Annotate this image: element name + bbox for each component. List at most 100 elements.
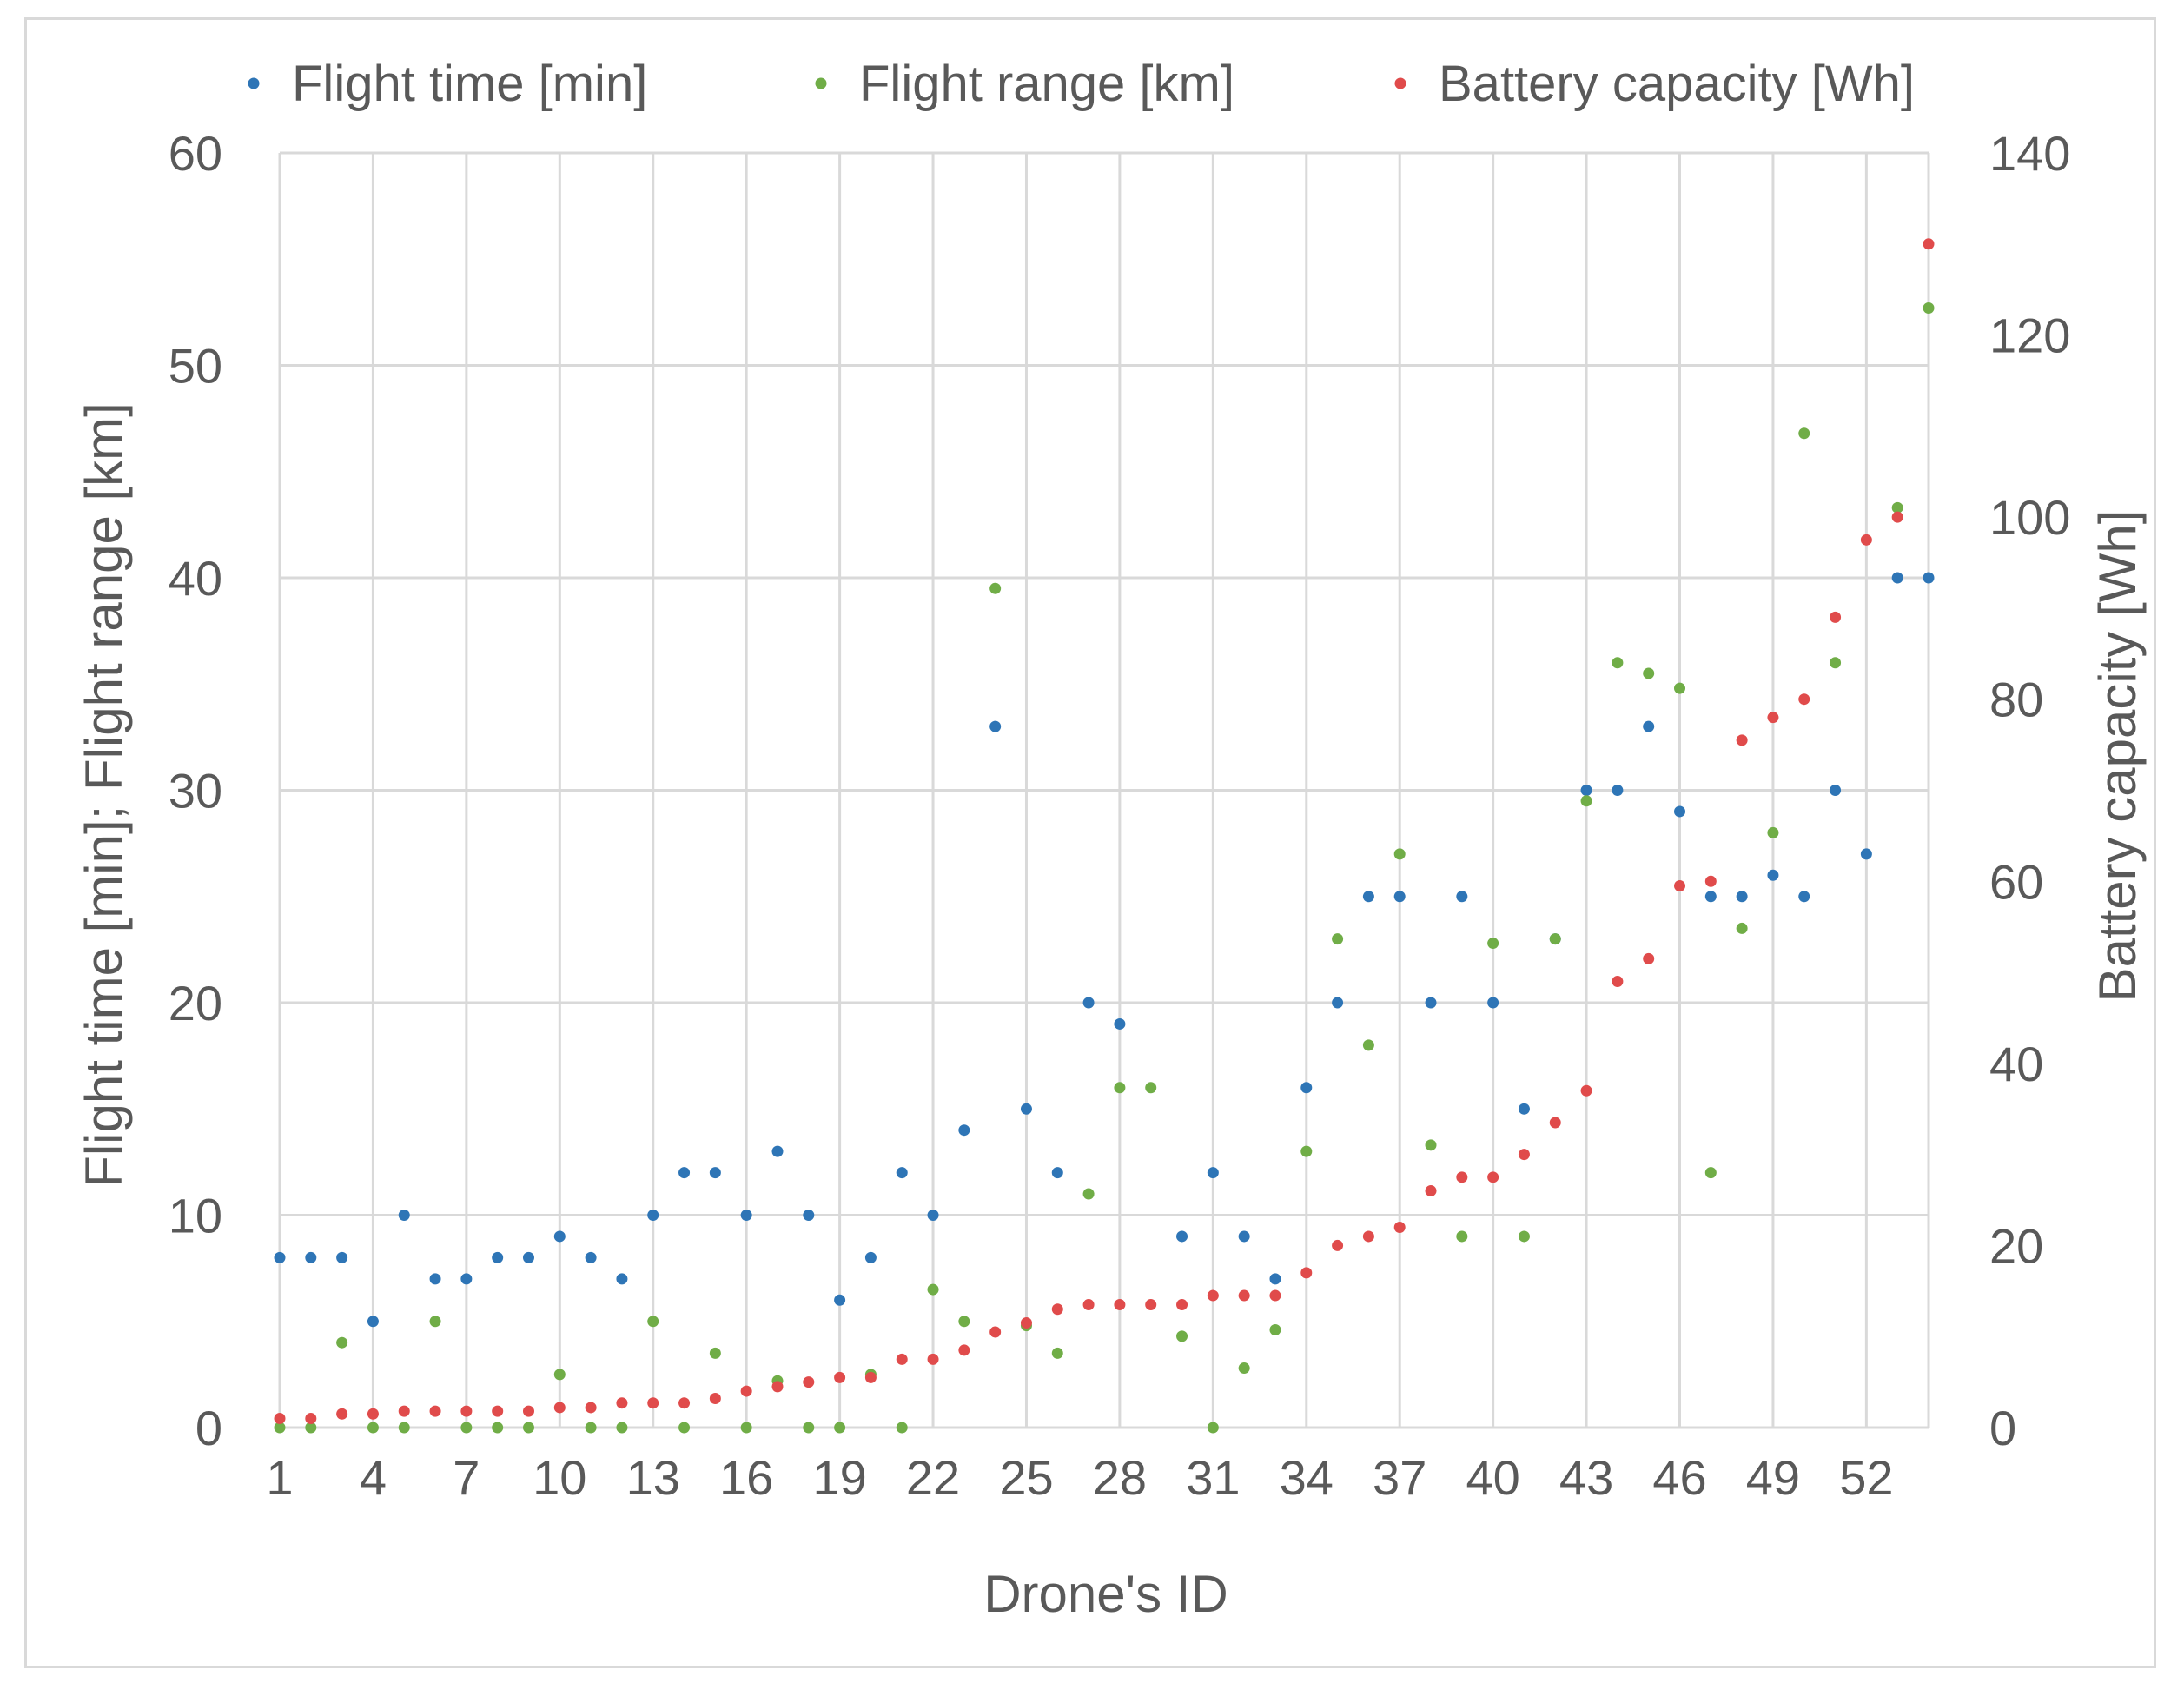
data-point — [1082, 997, 1095, 1009]
data-point — [1736, 734, 1748, 746]
data-point — [958, 1124, 970, 1137]
series-1 — [274, 302, 1935, 1434]
x-tick-label: 43 — [1559, 1450, 1613, 1505]
data-point — [1643, 667, 1655, 679]
data-point — [616, 1422, 628, 1434]
data-point — [1425, 1185, 1437, 1197]
x-axis-title: Drone's ID — [983, 1565, 1228, 1623]
x-tick-label: 10 — [533, 1450, 586, 1505]
data-point — [740, 1210, 752, 1221]
data-point — [1860, 848, 1872, 860]
data-point — [429, 1316, 441, 1328]
data-point — [1798, 427, 1810, 440]
data-point — [1393, 848, 1406, 860]
data-point — [834, 1371, 846, 1383]
data-point — [1300, 1145, 1313, 1157]
data-point — [305, 1422, 317, 1434]
data-point — [1269, 1273, 1281, 1285]
y2-tick-label: 80 — [1989, 673, 2043, 727]
legend-marker — [815, 77, 827, 89]
data-point — [274, 1422, 286, 1434]
y-tick-label: 0 — [195, 1401, 222, 1455]
data-point — [958, 1316, 970, 1328]
data-point — [1487, 1171, 1499, 1183]
y2-tick-label: 60 — [1989, 854, 2043, 909]
data-point — [1051, 1303, 1063, 1316]
y-tick-labels: 0 10 20 30 40 50 60 — [169, 126, 222, 1455]
data-point — [1456, 1230, 1468, 1243]
data-point — [1238, 1230, 1250, 1243]
data-point — [1549, 933, 1561, 945]
data-point — [1612, 976, 1624, 988]
x-tick-label: 40 — [1466, 1450, 1519, 1505]
data-point — [1362, 1039, 1374, 1051]
data-point — [1051, 1167, 1063, 1179]
data-point — [1300, 1082, 1313, 1094]
data-point — [1612, 785, 1624, 796]
data-point — [1332, 1239, 1344, 1251]
x-tick-label: 4 — [360, 1450, 387, 1505]
data-point — [585, 1422, 597, 1434]
data-point — [585, 1402, 597, 1414]
legend-label: Battery capacity [Wh] — [1439, 56, 1915, 112]
data-point — [367, 1316, 379, 1328]
data-point — [1114, 1082, 1126, 1094]
data-point — [1580, 1084, 1592, 1097]
grid-lines — [278, 151, 1930, 1429]
data-point — [803, 1376, 815, 1388]
data-point — [336, 1408, 348, 1420]
x-tick-label: 28 — [1093, 1450, 1147, 1505]
data-point — [336, 1251, 348, 1263]
x-tick-label: 22 — [906, 1450, 960, 1505]
data-point — [709, 1167, 721, 1179]
data-point — [274, 1413, 286, 1425]
data-point — [1674, 682, 1686, 694]
x-tick-label: 13 — [626, 1450, 680, 1505]
data-point — [896, 1167, 908, 1179]
data-point — [709, 1392, 721, 1404]
data-point — [1830, 785, 1842, 796]
data-point — [398, 1210, 410, 1221]
data-point — [1145, 1082, 1157, 1094]
x-tick-label: 37 — [1373, 1450, 1426, 1505]
data-point — [1518, 1149, 1530, 1161]
data-point — [585, 1251, 597, 1263]
series-2 — [274, 238, 1935, 1425]
data-point — [1860, 534, 1872, 546]
y-tick-label: 40 — [169, 551, 222, 606]
data-point — [1549, 1117, 1561, 1129]
data-point — [1456, 891, 1468, 903]
data-point — [1393, 1221, 1406, 1233]
data-point — [989, 720, 1002, 732]
data-point — [1207, 1422, 1219, 1434]
data-point — [553, 1230, 566, 1243]
x-tick-label: 7 — [453, 1450, 480, 1505]
y-tick-label: 50 — [169, 339, 222, 394]
legend: Flight time [min] Flight range [km] Batter… — [248, 56, 1915, 112]
legend-label: Flight time [min] — [292, 56, 647, 112]
data-point — [1300, 1267, 1313, 1279]
x-tick-label: 1 — [266, 1450, 293, 1505]
data-point — [1082, 1299, 1095, 1311]
x-tick-label: 46 — [1652, 1450, 1706, 1505]
data-point — [989, 1326, 1002, 1338]
data-point — [1580, 795, 1592, 807]
y2-tick-label: 100 — [1989, 490, 2070, 545]
x-tick-label: 31 — [1186, 1450, 1240, 1505]
y2-tick-label: 140 — [1989, 126, 2070, 181]
data-point — [1207, 1167, 1219, 1179]
data-point — [678, 1397, 691, 1409]
y2-tick-label: 40 — [1989, 1037, 2043, 1091]
data-point — [1114, 1017, 1126, 1030]
data-point — [1238, 1362, 1250, 1375]
data-point — [1082, 1188, 1095, 1200]
data-point — [1518, 1103, 1530, 1115]
data-point — [1767, 826, 1779, 838]
data-point — [1767, 869, 1779, 881]
data-point — [1643, 720, 1655, 732]
data-point — [1176, 1230, 1188, 1243]
y-tick-label: 30 — [169, 764, 222, 818]
legend-marker — [1394, 77, 1406, 89]
y2-tick-labels: 0 20 40 60 80 100 120 140 — [1989, 126, 2070, 1455]
